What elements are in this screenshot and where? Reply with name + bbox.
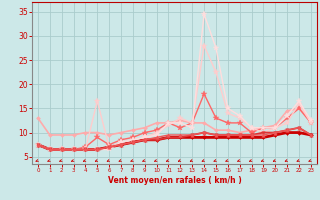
X-axis label: Vent moyen/en rafales ( km/h ): Vent moyen/en rafales ( km/h ): [108, 176, 241, 185]
